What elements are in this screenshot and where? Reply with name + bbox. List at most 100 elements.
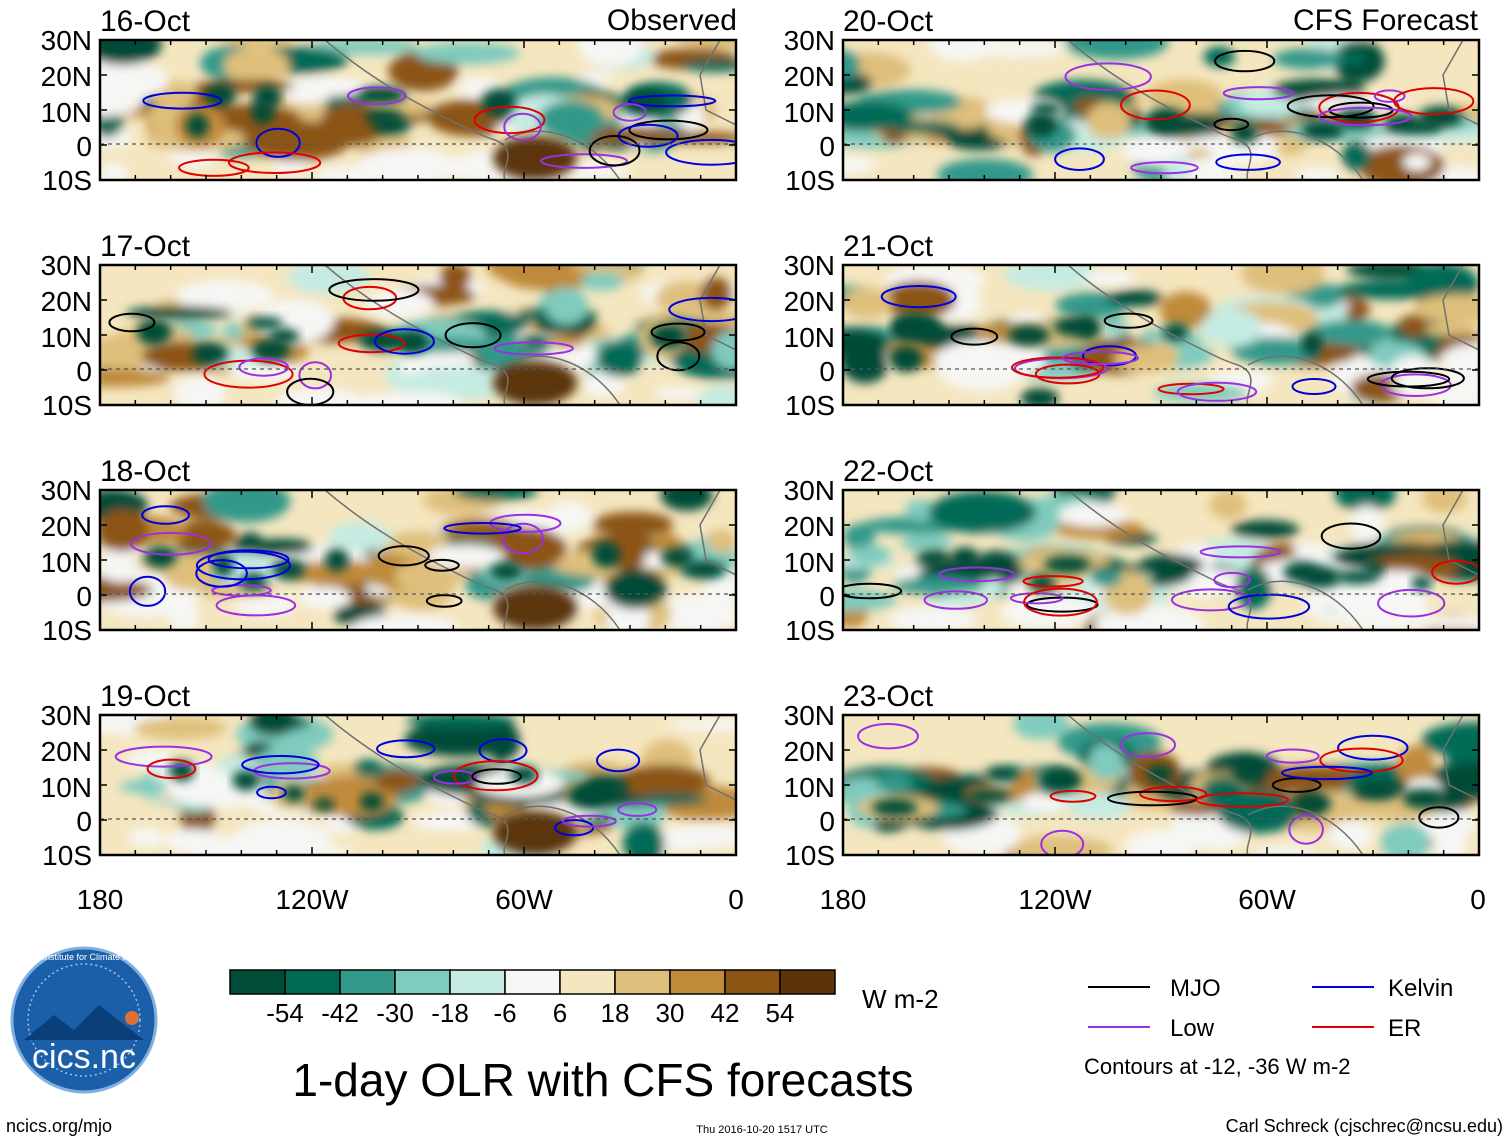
- lat-label: 0: [819, 356, 835, 387]
- convective-core: [917, 550, 951, 566]
- convective-core: [1163, 323, 1189, 341]
- lon-label-60w: 60W: [1238, 884, 1296, 915]
- kelvin-contour: [1281, 765, 1373, 781]
- panel-ticks: [842, 39, 1480, 181]
- panel-ticks: [842, 264, 1480, 406]
- lat-label: 0: [76, 356, 92, 387]
- lat-label: 10S: [785, 390, 835, 421]
- panel-ticks: [842, 489, 1480, 631]
- forecast-column-label: CFS Forecast: [1293, 4, 1479, 37]
- olr-blob: [1084, 270, 1137, 287]
- convective-core: [1402, 788, 1446, 809]
- olr-blob: [273, 846, 355, 855]
- coastline-americas: [1067, 715, 1252, 855]
- convective-core: [1031, 103, 1061, 116]
- logo-ring: [27, 963, 141, 1077]
- convective-core: [1037, 766, 1082, 794]
- olr-blob: [1066, 792, 1131, 820]
- panel-date-label: 22-Oct: [843, 455, 934, 488]
- olr-blob: [936, 158, 1034, 180]
- olr-blob: [678, 603, 712, 628]
- coastline-americas: [324, 40, 509, 180]
- mjo-contour: [1390, 367, 1465, 390]
- lat-label: 30N: [784, 250, 835, 281]
- colorbar-tick-label: -42: [321, 998, 359, 1028]
- footer-timestamp: Thu 2016-10-20 1517 UTC: [696, 1124, 828, 1136]
- convective-core: [396, 329, 429, 355]
- olr-blob: [882, 280, 956, 319]
- colorbar-tick-label: -30: [376, 998, 414, 1028]
- colorbar-tick-label: 6: [553, 998, 567, 1028]
- suppressed-area: [493, 136, 577, 180]
- low-contour: [923, 590, 988, 610]
- lat-label: 30N: [784, 700, 835, 731]
- convective-core: [966, 789, 1011, 803]
- convective-core: [622, 89, 667, 117]
- low-contour: [857, 723, 919, 750]
- convective-core: [681, 560, 725, 579]
- olr-blob: [273, 387, 366, 405]
- olr-blob: [1421, 722, 1479, 759]
- kelvin-contour: [628, 94, 717, 108]
- convective-core: [359, 792, 384, 811]
- footer-website: ncics.org/mjo: [6, 1116, 112, 1136]
- convective-core: [1283, 561, 1321, 583]
- olr-blob: [1358, 144, 1445, 180]
- colorbar-swatch: [669, 969, 726, 995]
- olr-blob: [637, 793, 708, 806]
- mjo-contour: [444, 322, 502, 349]
- convective-core: [1301, 121, 1345, 140]
- convective-core: [509, 765, 539, 784]
- olr-blob: [843, 589, 898, 612]
- convective-core: [1008, 325, 1051, 346]
- lon-label-180: 180: [77, 884, 124, 915]
- olr-blob: [933, 339, 1046, 381]
- kelvin-contour: [141, 505, 191, 525]
- lon-label-180: 180: [820, 884, 867, 915]
- coastline-africa: [1442, 490, 1479, 576]
- convective-core: [1025, 112, 1058, 138]
- panel-date-label: 20-Oct: [843, 5, 934, 38]
- convective-core: [314, 798, 335, 811]
- olr-blob: [1208, 490, 1247, 520]
- observed-column-label: Observed: [607, 4, 737, 37]
- lat-label: 20N: [41, 736, 92, 767]
- low-contour: [1265, 748, 1320, 764]
- wave-contours: [857, 723, 1460, 855]
- colorbar-swatch: [779, 969, 836, 995]
- olr-blob: [1159, 291, 1212, 330]
- olr-blob: [492, 527, 566, 570]
- olr-blob: [125, 306, 233, 320]
- lat-label: 20N: [784, 511, 835, 542]
- logo-sun: [125, 1011, 139, 1025]
- lon-axis-left: 180 120W 60W 0: [77, 884, 744, 915]
- legend: MJO Kelvin Low ER Contours at -12, -36 W…: [1084, 975, 1453, 1079]
- lat-label: 10S: [42, 840, 92, 871]
- mjo-contour: [108, 312, 156, 333]
- olr-blob: [892, 120, 959, 134]
- lat-label: 20N: [41, 286, 92, 317]
- low-contour: [1318, 106, 1413, 127]
- lat-label: 10N: [41, 322, 92, 353]
- mjo-contour: [377, 545, 430, 567]
- er-contour: [1010, 356, 1105, 379]
- kelvin-contour: [256, 785, 287, 800]
- olr-blob: [100, 548, 147, 583]
- er-contour: [473, 105, 546, 135]
- olr-blob: [1341, 140, 1372, 171]
- olr-blob: [223, 47, 290, 84]
- lat-label: 30N: [41, 250, 92, 281]
- colorbar-swatch: [339, 969, 396, 995]
- lat-label: 20N: [41, 511, 92, 542]
- olr-blob: [545, 287, 588, 325]
- logo-ring-text: Cooperative Institute for Climate and Sa…: [0, 952, 177, 962]
- olr-blob: [283, 83, 331, 105]
- convective-core: [232, 770, 260, 791]
- er-contour: [1049, 789, 1097, 803]
- coastline-south-america: [504, 805, 621, 855]
- coastline-africa: [1442, 40, 1479, 126]
- olr-field: [843, 490, 1479, 630]
- convective-core: [1028, 574, 1055, 593]
- olr-blob: [682, 59, 736, 72]
